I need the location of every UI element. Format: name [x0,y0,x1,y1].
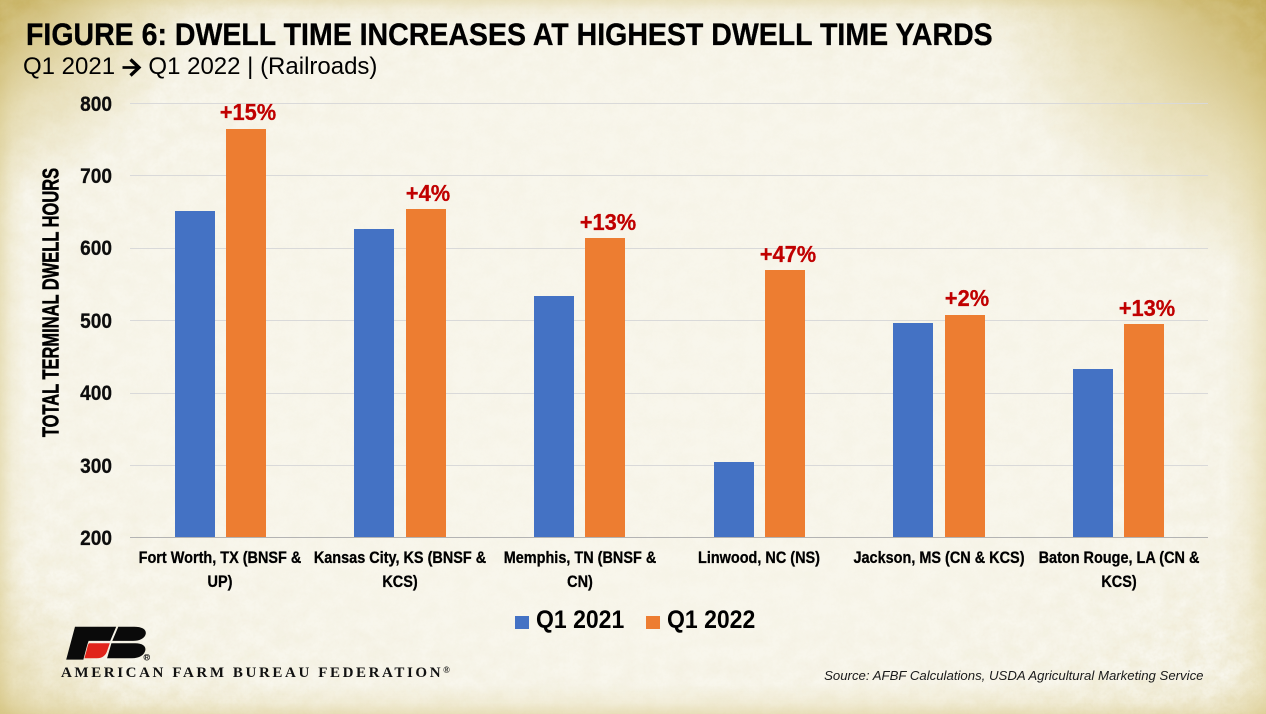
svg-text:R: R [145,655,149,661]
